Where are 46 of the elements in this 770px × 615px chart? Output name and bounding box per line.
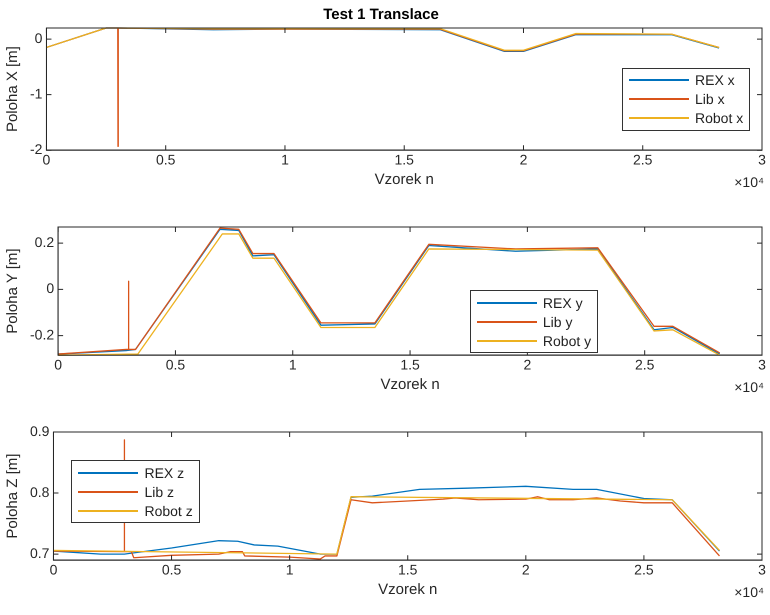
- x-tick-label: 1: [281, 151, 290, 168]
- x-tick-label: 1.5: [394, 151, 414, 168]
- text: ×10⁴: [734, 174, 764, 190]
- x-tick-label: 0.5: [162, 561, 182, 578]
- x-tick-label: 2: [523, 356, 532, 372]
- x-axis-title: Vzorek n: [374, 171, 434, 188]
- legend-label: Robot z: [144, 502, 193, 518]
- x-axis-title: Vzorek n: [380, 376, 440, 394]
- x-tick-label: 0.5: [166, 356, 186, 372]
- y-axis-title: Poloha Z [m]: [4, 454, 22, 539]
- legend-label: Robot y: [542, 332, 592, 349]
- text: ×10⁴: [734, 379, 764, 396]
- y-tick-label: 0.9: [30, 422, 50, 439]
- x-tick-label: 1: [286, 561, 294, 578]
- legend-label: Lib y: [542, 314, 572, 330]
- x-tick-label: 3: [758, 356, 766, 372]
- x-tick-label: 2.5: [633, 151, 653, 168]
- legend-label: Lib z: [144, 484, 174, 500]
- x-tick-label: 1: [288, 356, 297, 372]
- y-tick-label: -0.2: [30, 326, 54, 342]
- y-tick-label: 0.8: [30, 484, 50, 500]
- y-tick-label: 0.2: [34, 234, 54, 250]
- y-tick-label: 0: [34, 30, 43, 46]
- x-axis-title: Vzorek n: [378, 581, 438, 598]
- x-tick-label: 0.5: [156, 151, 176, 168]
- legend-label: Robot x: [695, 110, 744, 126]
- legend-label: REX x: [695, 72, 735, 88]
- x-tick-label: 1.5: [400, 356, 420, 372]
- y-tick-label: -2: [30, 141, 43, 158]
- y-tick-label: 0: [46, 280, 54, 296]
- x-tick-label: 3: [758, 151, 766, 168]
- x-tick-label: 2.5: [634, 356, 655, 372]
- x-tick-label: 2.5: [634, 561, 654, 578]
- legend-label: REX z: [144, 464, 184, 480]
- legend-label: Lib x: [695, 91, 725, 108]
- x-tick-label: 3: [758, 561, 766, 578]
- x-tick-label: 2: [520, 151, 528, 168]
- x-tick-label: 2: [522, 561, 530, 578]
- y-axis-title: Poloha X [m]: [4, 46, 22, 132]
- x-tick-label: 1.5: [398, 561, 418, 578]
- chart-title: Test 1 Translace: [323, 6, 439, 24]
- y-tick-label: 0.7: [30, 544, 50, 561]
- y-axis-title: Poloha Y [m]: [4, 248, 22, 334]
- text: ×10⁴: [734, 584, 764, 600]
- legend-label: REX y: [542, 294, 583, 311]
- y-tick-label: -1: [30, 86, 43, 102]
